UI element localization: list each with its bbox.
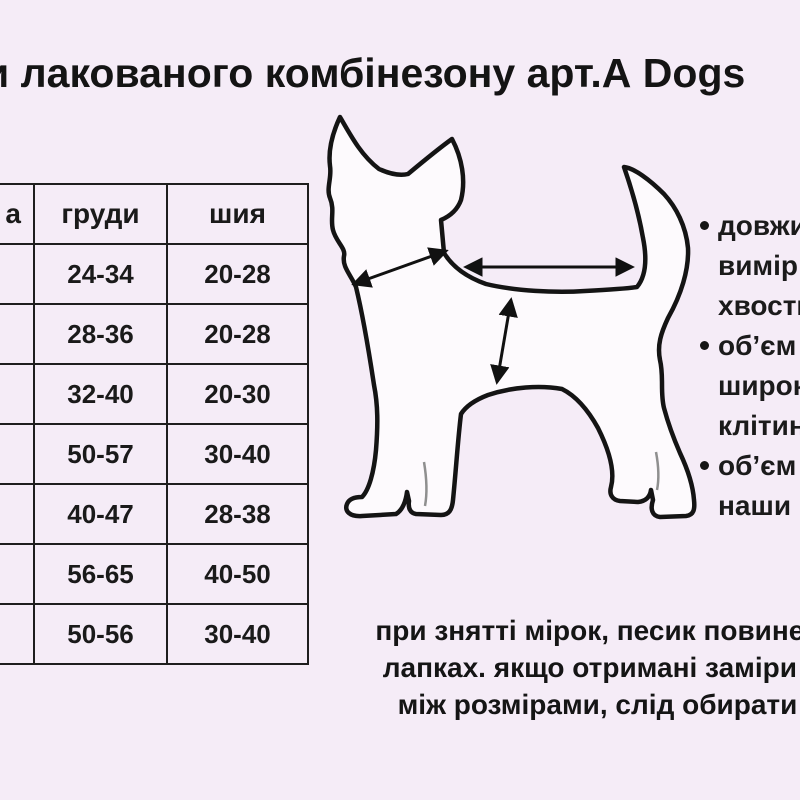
note-line: наши [718, 490, 792, 521]
size-cell [0, 243, 35, 305]
chest-cell: 50-56 [33, 603, 168, 665]
chest-cell: 24-34 [33, 243, 168, 305]
chest-column-header: груди [33, 183, 168, 245]
chest-cell: 28-36 [33, 303, 168, 365]
size-cell [0, 363, 35, 425]
page-title: и лакованого комбінезону арт.А Dogs [0, 50, 746, 96]
hind-dewclaw-mark [654, 451, 660, 491]
note-line: клітин [718, 410, 800, 441]
size-cell [0, 483, 35, 545]
fitting-note-line: при знятті мірок, песик повинен с [375, 615, 800, 646]
fitting-note-line: між розмірами, слід обирати б [397, 689, 800, 720]
table-row: 50-57 30-40 [0, 423, 309, 485]
neck-cell: 20-28 [166, 243, 309, 305]
neck-cell: 28-38 [166, 483, 309, 545]
chest-cell: 50-57 [33, 423, 168, 485]
neck-cell: 20-30 [166, 363, 309, 425]
size-column-header: а [0, 183, 35, 245]
note-line: об’єм [718, 330, 797, 361]
note-line: вимір [718, 250, 799, 281]
size-table: а груди шия 24-34 20-28 28-36 20-28 32-4… [0, 183, 309, 665]
fitting-note-line: лапках. якщо отримані заміри пе [382, 652, 800, 683]
note-item: об’єм наши [700, 446, 800, 526]
bullet-dot-icon [700, 341, 709, 350]
table-row: 24-34 20-28 [0, 243, 309, 305]
chest-cell: 56-65 [33, 543, 168, 605]
dog-silhouette [326, 114, 697, 520]
bullet-dot-icon [700, 461, 709, 470]
front-dewclaw-mark [422, 461, 428, 507]
neck-cell: 30-40 [166, 423, 309, 485]
size-cell [0, 303, 35, 365]
bullet-dot-icon [700, 221, 709, 230]
table-row: 50-56 30-40 [0, 603, 309, 665]
chest-cell: 32-40 [33, 363, 168, 425]
table-row: 32-40 20-30 [0, 363, 309, 425]
size-cell [0, 543, 35, 605]
size-cell [0, 603, 35, 665]
neck-girth-arrow [351, 247, 449, 288]
size-cell [0, 423, 35, 485]
chest-depth-arrow [490, 297, 518, 385]
note-line: довжи [718, 210, 800, 241]
neck-cell: 30-40 [166, 603, 309, 665]
chest-cell: 40-47 [33, 483, 168, 545]
table-row: 40-47 28-38 [0, 483, 309, 545]
neck-cell: 20-28 [166, 303, 309, 365]
measurement-notes: довжи вимір хвости об’єм широк клітин об… [700, 206, 800, 526]
note-line: хвости [718, 290, 800, 321]
table-header-row: а груди шия [0, 183, 309, 245]
table-row: 56-65 40-50 [0, 543, 309, 605]
note-line: об’єм [718, 450, 797, 481]
neck-column-header: шия [166, 183, 309, 245]
note-item: об’єм широк клітин [700, 326, 800, 446]
fitting-note: при знятті мірок, песик повинен с лапках… [330, 612, 800, 723]
neck-cell: 40-50 [166, 543, 309, 605]
note-text: об’єм наши [718, 446, 796, 526]
note-text: довжи вимір хвости [718, 206, 800, 326]
note-text: об’єм широк клітин [718, 326, 800, 446]
table-row: 28-36 20-28 [0, 303, 309, 365]
note-line: широк [718, 370, 800, 401]
note-item: довжи вимір хвости [700, 206, 800, 326]
